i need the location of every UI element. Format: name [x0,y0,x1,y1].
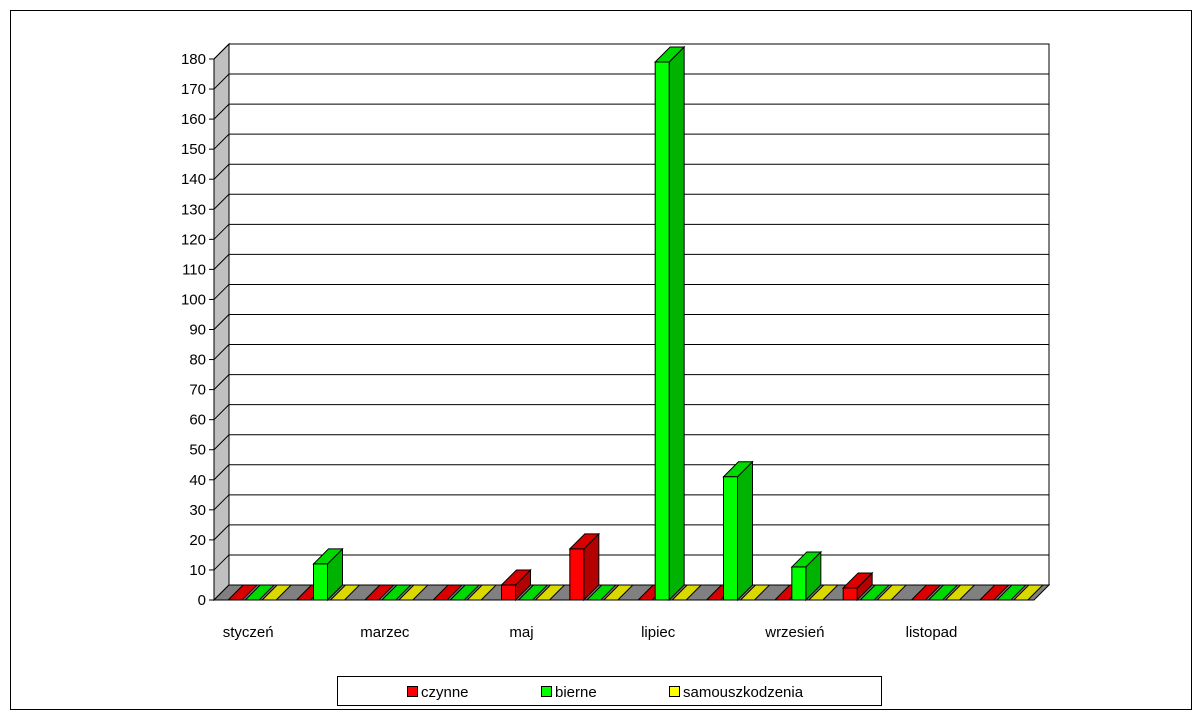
x-tick-label: marzec [360,624,410,641]
legend-swatch-czynne [407,686,418,697]
y-tick-label: 40 [189,472,206,489]
gridline [213,434,1049,451]
legend-item-samouszkodzenia: samouszkodzenia [669,684,803,701]
y-tick-label: 180 [181,51,206,68]
bar [842,587,858,601]
y-tick-label: 10 [189,562,206,579]
x-tick-label: listopad [906,624,958,641]
x-tick-label: styczeń [223,624,274,641]
x-tick-label: lipiec [641,624,676,641]
bar [501,584,516,601]
gridline [213,314,1049,330]
gridline [213,163,1049,180]
gridline [213,253,1049,270]
legend-swatch-samouszkodzenia [669,686,680,697]
y-tick-label: 80 [189,352,206,369]
bar [569,548,585,601]
gridline [213,283,1049,300]
gridline [213,223,1049,240]
legend: czynne bierne samouszkodzenia [337,676,882,706]
y-tick-label: 0 [198,592,206,609]
legend-label-czynne: czynne [421,684,469,701]
bar [654,61,670,601]
gridline [213,73,1049,90]
y-tick-label: 120 [181,231,206,248]
y-tick-label: 20 [189,532,206,549]
legend-item-bierne: bierne [541,684,597,701]
y-tick-label: 160 [181,111,206,128]
bar [791,566,807,601]
y-tick-label: 70 [189,382,206,399]
gridline [213,344,1049,360]
legend-label-samouszkodzenia: samouszkodzenia [683,684,804,701]
y-tick-label: 90 [189,322,206,339]
gridline [213,103,1049,120]
gridline [213,43,1049,60]
x-tick-label: wrzesień [764,624,824,641]
y-tick-label: 30 [189,502,206,519]
x-tick-label: maj [509,624,533,641]
legend-item-czynne: czynne [407,684,469,701]
bar [313,563,328,601]
gridline [213,554,1049,571]
bar [723,476,738,601]
gridline [213,193,1049,210]
y-tick-label: 50 [189,442,206,459]
bar-side [737,460,753,602]
gridline [213,494,1049,511]
y-tick-label: 140 [181,171,206,188]
legend-swatch-bierne [541,686,552,697]
y-tick-label: 150 [181,141,206,158]
gridline [213,133,1049,150]
gridline [213,404,1049,421]
y-tick-label: 100 [181,291,206,308]
legend-label-bierne: bierne [555,684,597,701]
gridline [213,464,1049,481]
gridline [213,374,1049,390]
bar-side [668,45,685,602]
gridline [213,524,1049,541]
y-tick-label: 170 [181,81,206,98]
y-tick-label: 110 [182,261,206,278]
y-tick-label: 60 [189,412,206,429]
y-tick-label: 130 [181,201,206,218]
